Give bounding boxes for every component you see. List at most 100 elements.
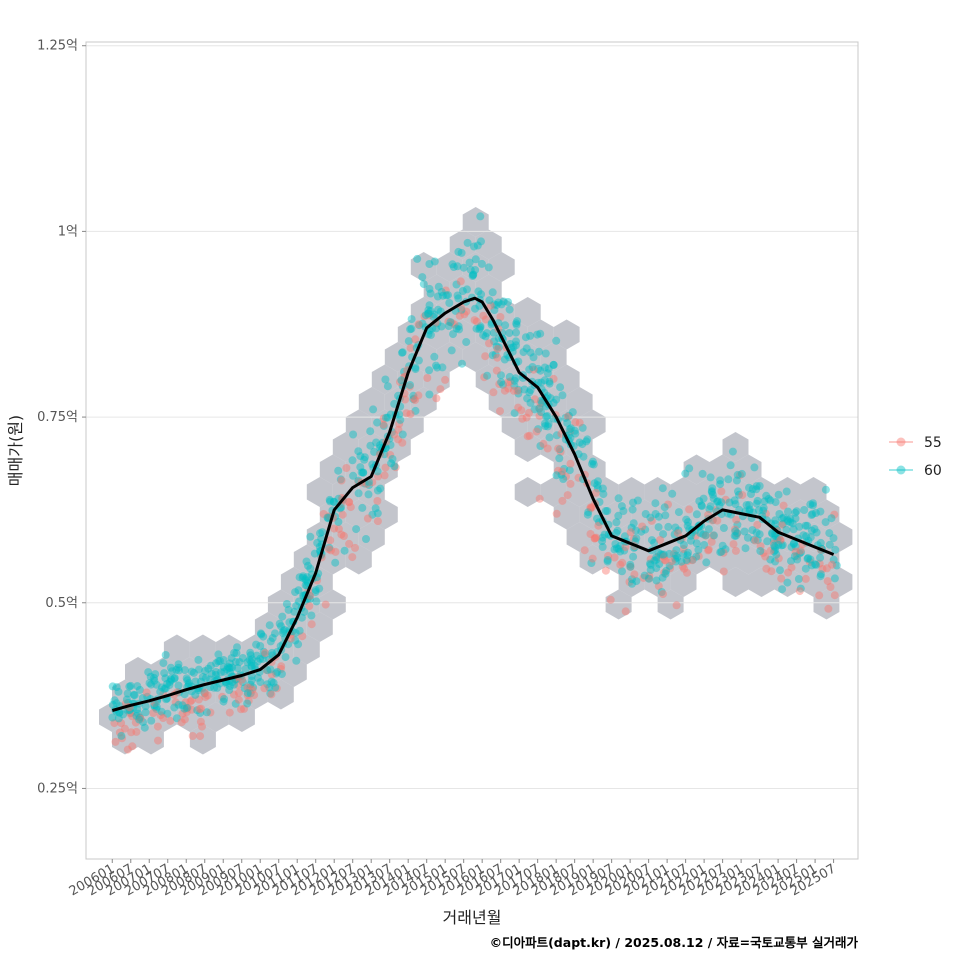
data-point [761,509,770,518]
data-point [246,683,255,692]
data-point [534,364,543,373]
data-point [447,318,456,327]
data-point [526,386,535,394]
data-point [135,685,144,694]
hexbin-cell [514,297,541,327]
data-point [671,523,680,532]
hexbin-cell [436,342,463,372]
data-point [699,494,708,503]
data-point [457,248,466,257]
data-point [659,550,668,559]
data-point [612,544,621,553]
hexbin-cell [527,364,554,395]
hexbin-cell [488,252,515,282]
data-point [591,534,599,543]
hexbin-cell [151,657,177,687]
data-point [299,572,308,581]
data-point [282,600,291,608]
data-point [196,717,205,726]
data-point [363,514,372,523]
data-point [483,371,492,380]
data-point [434,305,443,314]
data-point [491,350,500,359]
data-point [191,690,200,699]
data-point [471,255,480,264]
data-point [646,565,655,574]
data-point [658,573,667,582]
data-point [240,704,248,713]
data-point [277,662,286,671]
data-point [824,604,833,613]
data-point [243,658,252,667]
data-point [696,529,705,537]
data-point [465,258,474,267]
data-point [770,541,779,550]
data-point [294,640,303,649]
data-point [537,399,546,408]
data-point [298,632,307,641]
data-point [266,637,275,646]
data-point [650,538,659,547]
data-point [784,507,792,516]
data-point [679,541,688,549]
data-point [406,344,415,352]
hexbin-cell [605,499,632,530]
data-point [420,312,429,321]
data-point [413,254,422,263]
data-point [160,669,169,678]
data-point [275,619,284,628]
data-point [683,551,692,560]
data-point [122,695,131,704]
data-point [811,560,820,569]
data-point [708,490,717,499]
data-point [629,535,638,543]
data-point [260,650,269,659]
data-point [647,536,656,545]
data-point [123,689,132,698]
data-point [313,576,322,585]
data-point [627,523,636,532]
data-point [645,571,654,580]
data-point [766,555,775,564]
data-point [252,640,261,649]
hexbin-cell [722,567,749,597]
data-point [685,505,694,514]
data-point [445,299,454,307]
data-point [672,546,681,555]
data-point [263,666,272,675]
hexbin-cell [332,522,359,552]
data-point [713,516,722,525]
hexbin-cell [306,612,333,642]
data-point [717,547,726,556]
data-point [453,291,462,300]
data-point [626,560,635,569]
data-point [683,557,692,566]
data-point [469,270,478,279]
hexbin-cell [125,702,151,732]
hexbin-cell [644,477,671,507]
hexbin-cell [345,499,372,530]
data-point [268,634,277,642]
data-point [792,507,801,516]
data-point [462,307,471,316]
data-point [562,472,570,481]
data-point [406,381,414,389]
data-point [356,452,365,461]
data-point [598,537,607,546]
data-point [493,345,502,353]
data-point [359,468,368,477]
data-point [476,212,485,221]
hexbin-cell [605,544,632,575]
data-point [801,564,810,573]
hexbin-cell [449,274,476,305]
data-point [760,497,769,506]
data-point [610,545,619,554]
data-point [541,349,550,358]
data-point [211,671,220,679]
data-point [522,344,531,353]
data-point [373,418,382,427]
hexbin-cell [332,477,359,507]
data-point [258,655,267,664]
data-point [201,667,210,675]
data-point [554,466,563,475]
